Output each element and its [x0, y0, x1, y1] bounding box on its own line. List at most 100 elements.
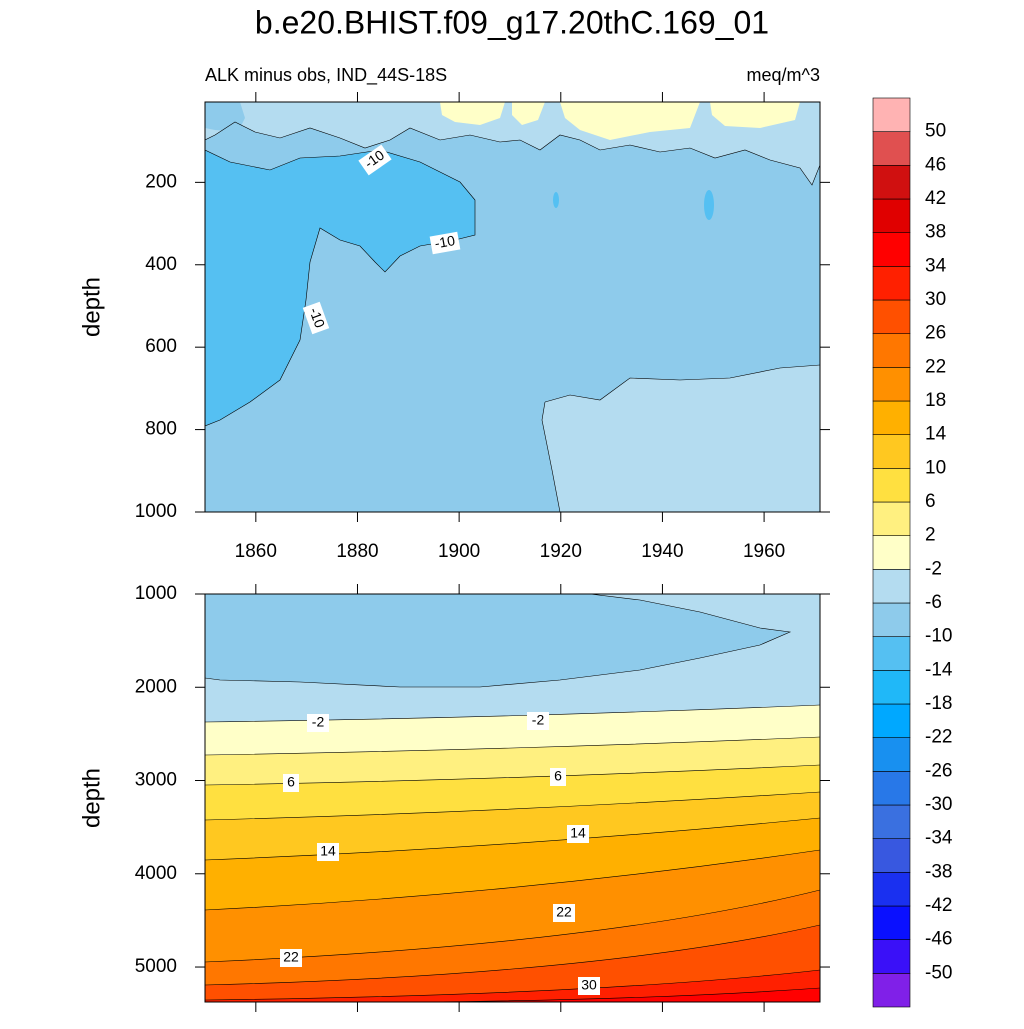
colorbar-box	[872, 872, 911, 907]
y-tick-label: 4000	[135, 863, 177, 884]
colorbar-label: 42	[925, 188, 946, 209]
colorbar-label: 14	[925, 424, 947, 445]
colorbar-box	[872, 535, 911, 570]
contour-fill	[205, 925, 820, 1002]
x-tick-label: 1940	[641, 541, 683, 562]
colorbar-label: -2	[925, 558, 942, 579]
x-tick-label: 1960	[743, 541, 785, 562]
contour-label: -10	[302, 301, 330, 335]
contour-label: -10	[429, 231, 461, 255]
x-tick-label: 1860	[235, 541, 277, 562]
y-tick-label: 5000	[135, 956, 177, 977]
colorbar-label: -38	[925, 861, 952, 882]
y-tick-label: 800	[145, 419, 177, 440]
colorbar-label: 26	[925, 323, 946, 344]
colorbar-label: -46	[925, 929, 952, 950]
colorbar-label: 50	[925, 121, 946, 142]
colorbar-box	[872, 97, 911, 132]
y-tick-label: 400	[145, 254, 177, 275]
colorbar-label: -30	[925, 794, 952, 815]
colorbar-label: -14	[925, 659, 953, 680]
colorbar-label: 6	[925, 491, 936, 512]
colorbar-label: 10	[925, 457, 946, 478]
x-tick-label: 1880	[336, 541, 378, 562]
contour-label-text: 14	[570, 825, 586, 841]
contour-fill	[553, 192, 559, 208]
colorbar-label: 18	[925, 390, 946, 411]
colorbar-box	[872, 569, 911, 604]
colorbar-box	[872, 501, 911, 536]
contour-label: 22	[280, 949, 302, 967]
y-tick-label: 600	[145, 336, 177, 357]
subtitle-left: ALK minus obs, IND_44S-18S	[205, 65, 447, 86]
contour-label-text: -2	[312, 714, 325, 730]
y-axis-label: depth	[78, 768, 105, 828]
contour-label-text: -10	[433, 232, 456, 251]
contour-fill	[420, 988, 820, 1002]
contour-label-text: 14	[320, 843, 336, 859]
y-tick-label: 3000	[135, 770, 177, 791]
colorbar-label: 38	[925, 222, 946, 243]
contour-label-text: 22	[556, 904, 572, 920]
contour-label-text: -10	[306, 305, 328, 330]
y-tick-label: 1000	[135, 501, 177, 522]
colorbar-label: 2	[925, 525, 936, 546]
contour-fill	[440, 102, 505, 125]
contour-fill	[205, 970, 820, 1002]
x-tick-label: 1900	[438, 541, 480, 562]
colorbar-label: -26	[925, 760, 952, 781]
colorbar-label: -6	[925, 592, 942, 613]
colorbar-label: 22	[925, 356, 946, 377]
colorbar-box	[872, 468, 911, 503]
colorbar-box	[872, 939, 911, 974]
y-axis-label: depth	[78, 277, 105, 337]
x-tick-label: 1920	[540, 541, 582, 562]
colorbar-box	[872, 804, 911, 839]
contour-label: 14	[317, 843, 339, 861]
contour-label: 14	[567, 825, 589, 843]
colorbar-label: -34	[925, 828, 953, 849]
colorbar-label: -22	[925, 727, 952, 748]
colorbar-box	[872, 131, 911, 166]
contour-label-text: 22	[283, 949, 299, 965]
colorbar-box	[872, 333, 911, 368]
chart-title: b.e20.BHIST.f09_g17.20thC.169_01	[255, 4, 769, 40]
contour-fill	[704, 190, 714, 220]
colorbar-box	[872, 299, 911, 334]
colorbar-box	[872, 670, 911, 705]
colorbar-box	[872, 434, 911, 469]
y-tick-label: 200	[145, 171, 177, 192]
contour-panel	[205, 594, 820, 1002]
contour-fill	[560, 102, 700, 140]
colorbar-box	[872, 400, 911, 435]
colorbar-box	[872, 771, 911, 806]
colorbar-box	[872, 198, 911, 233]
contour-panel	[205, 102, 820, 512]
contour-label: -2	[307, 714, 329, 732]
contour-fill	[542, 365, 820, 512]
plot-frame	[204, 101, 821, 513]
subtitle-right: meq/m^3	[747, 65, 820, 85]
colorbar-label: 46	[925, 154, 946, 175]
contour-label-text: 6	[287, 774, 295, 790]
contour-label: 6	[550, 768, 566, 786]
colorbar-box	[872, 905, 911, 940]
contour-label-text: 6	[554, 768, 562, 784]
colorbar-box	[872, 232, 911, 267]
colorbar-label: -42	[925, 895, 952, 916]
plot-frame	[204, 593, 821, 1003]
contour-fill	[205, 150, 475, 426]
contour-label: 22	[553, 904, 575, 922]
contour-label-text: 30	[581, 977, 597, 993]
colorbar-label: -10	[925, 626, 952, 647]
colorbar-label: -50	[925, 962, 952, 983]
contour-fill	[512, 102, 545, 125]
colorbar-box	[872, 165, 911, 200]
contour-fill	[205, 102, 245, 132]
colorbar-box	[872, 973, 911, 1008]
colorbar-box	[872, 367, 911, 402]
contour-label: 6	[283, 774, 299, 792]
colorbar-box	[872, 266, 911, 301]
y-tick-label: 1000	[135, 583, 177, 604]
colorbar-label: 30	[925, 289, 946, 310]
